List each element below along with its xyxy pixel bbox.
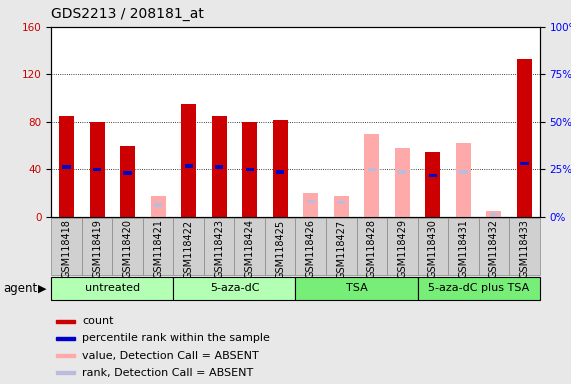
Bar	[112, 218, 143, 275]
Bar	[242, 122, 258, 217]
Bar	[57, 319, 75, 323]
Bar	[368, 168, 376, 171]
Bar	[307, 200, 315, 203]
Bar	[57, 371, 75, 374]
Bar	[174, 218, 204, 275]
Bar	[51, 276, 174, 300]
Text: GSM118426: GSM118426	[305, 219, 316, 278]
Bar	[120, 146, 135, 217]
Bar	[429, 174, 437, 177]
Bar	[82, 218, 112, 275]
Text: rank, Detection Call = ABSENT: rank, Detection Call = ABSENT	[82, 368, 254, 378]
Bar	[154, 203, 162, 207]
Bar	[181, 104, 196, 217]
Bar	[356, 218, 387, 275]
Text: GSM118428: GSM118428	[367, 219, 377, 278]
Bar	[326, 218, 356, 275]
Text: GSM118427: GSM118427	[336, 219, 346, 278]
Text: GSM118432: GSM118432	[489, 219, 499, 278]
Bar	[90, 122, 105, 217]
Bar	[478, 218, 509, 275]
Bar	[448, 218, 478, 275]
Bar	[489, 213, 498, 216]
Text: count: count	[82, 316, 114, 326]
Bar	[296, 218, 326, 275]
Text: GSM118419: GSM118419	[92, 219, 102, 278]
Text: GDS2213 / 208181_at: GDS2213 / 208181_at	[51, 7, 204, 21]
Text: GSM118418: GSM118418	[62, 219, 71, 278]
Text: ▶: ▶	[38, 284, 47, 294]
Text: percentile rank within the sample: percentile rank within the sample	[82, 333, 270, 343]
Bar	[265, 218, 296, 275]
Bar	[296, 276, 417, 300]
Text: 5-aza-dC plus TSA: 5-aza-dC plus TSA	[428, 283, 529, 293]
Bar	[303, 193, 319, 217]
Bar	[93, 168, 102, 171]
Bar	[143, 218, 174, 275]
Bar	[364, 134, 379, 217]
Text: GSM118424: GSM118424	[245, 219, 255, 278]
Text: TSA: TSA	[345, 283, 367, 293]
Text: untreated: untreated	[85, 283, 140, 293]
Bar	[272, 119, 288, 217]
Bar	[151, 195, 166, 217]
Bar	[215, 165, 223, 169]
Bar	[276, 170, 284, 174]
Bar	[517, 59, 532, 217]
Bar	[333, 195, 349, 217]
Bar	[184, 164, 193, 168]
Text: GSM118430: GSM118430	[428, 219, 438, 278]
Text: GSM118421: GSM118421	[153, 219, 163, 278]
Bar	[520, 162, 529, 165]
Text: GSM118429: GSM118429	[397, 219, 407, 278]
Bar	[212, 116, 227, 217]
Text: GSM118433: GSM118433	[520, 219, 529, 278]
Bar	[174, 276, 296, 300]
Bar	[57, 354, 75, 357]
Bar	[387, 218, 417, 275]
Bar	[51, 218, 82, 275]
Bar	[456, 143, 471, 217]
Bar	[123, 171, 132, 175]
Bar	[425, 152, 440, 217]
Bar	[57, 337, 75, 340]
Bar	[459, 170, 468, 174]
Text: GSM118425: GSM118425	[275, 219, 286, 278]
Bar	[509, 218, 540, 275]
Text: agent: agent	[3, 282, 37, 295]
Text: GSM118423: GSM118423	[214, 219, 224, 278]
Bar	[486, 211, 501, 217]
Bar	[59, 116, 74, 217]
Bar	[337, 201, 345, 205]
Text: 5-aza-dC: 5-aza-dC	[210, 283, 259, 293]
Bar	[235, 218, 265, 275]
Bar	[398, 170, 407, 174]
Text: value, Detection Call = ABSENT: value, Detection Call = ABSENT	[82, 351, 259, 361]
Bar	[417, 218, 448, 275]
Text: GSM118431: GSM118431	[459, 219, 468, 278]
Text: GSM118420: GSM118420	[123, 219, 132, 278]
Bar	[395, 148, 410, 217]
Bar	[62, 165, 71, 169]
Bar	[204, 218, 235, 275]
Bar	[417, 276, 540, 300]
Bar	[246, 168, 254, 171]
Text: GSM118422: GSM118422	[184, 219, 194, 278]
